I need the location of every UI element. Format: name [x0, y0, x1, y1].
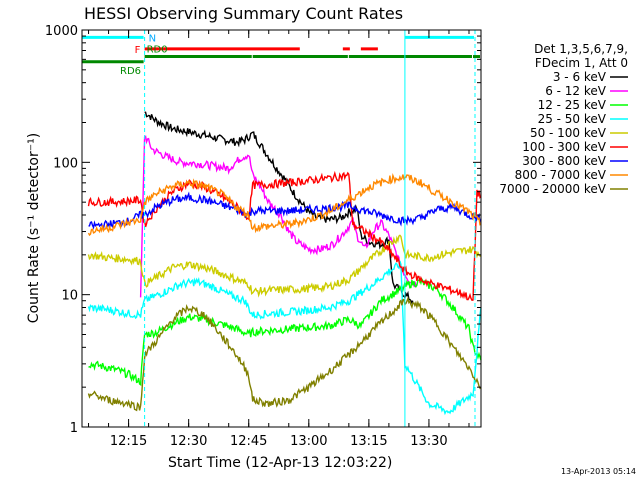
legend-label-2: 12 - 25 keV — [538, 98, 607, 112]
footer-date: 13-Apr-2013 05:14 — [561, 467, 636, 476]
legend-label-1: 6 - 12 keV — [545, 84, 607, 98]
legend-label-3: 25 - 50 keV — [538, 112, 607, 126]
series-line-8 — [87, 296, 482, 412]
legend: Det 1,3,5,6,7,9, FDecim 1, Att 0 3 - 6 k… — [499, 42, 628, 196]
x-axis-ticks: 12:15 12:30 12:45 13:00 13:15 13:30 — [88, 30, 470, 449]
x-tick-label-4: 13:15 — [350, 434, 387, 449]
legend-label-6: 300 - 800 keV — [522, 154, 606, 168]
plot-frame — [81, 29, 482, 428]
y-tick-label-2: 100 — [53, 156, 78, 171]
flag-label-rd0: RD0 — [147, 45, 168, 56]
legend-header-line-2: FDecim 1, Att 0 — [535, 56, 628, 70]
x-tick-label-5: 13:30 — [410, 434, 447, 449]
x-tick-label-2: 12:45 — [230, 434, 267, 449]
legend-header-line-1: Det 1,3,5,6,7,9, — [534, 42, 628, 56]
x-axis-label: Start Time (12-Apr-13 12:03:22) — [168, 455, 392, 471]
legend-label-7: 800 - 7000 keV — [515, 168, 607, 182]
y-axis-ticks: 1 10 100 1000 — [45, 24, 481, 436]
legend-label-4: 50 - 100 keV — [530, 126, 607, 140]
x-tick-label-1: 12:30 — [170, 434, 207, 449]
series-line-6 — [88, 191, 482, 230]
night-boundary-lines — [144, 30, 476, 427]
flag-label-night: N — [149, 33, 156, 44]
flag-label-rd6: RD6 — [120, 66, 141, 77]
x-tick-label-3: 13:00 — [290, 434, 327, 449]
legend-label-8: 7000 - 20000 keV — [499, 182, 606, 196]
y-axis-label: Count Rate (s⁻¹ detector⁻¹) — [26, 133, 42, 323]
series-line-2 — [88, 277, 482, 386]
data-series — [87, 111, 482, 416]
x-tick-label-0: 12:15 — [110, 434, 147, 449]
series-line-7 — [87, 173, 482, 237]
y-tick-label-3: 1000 — [45, 24, 78, 39]
status-flag-labels: N F RD0 RD6 — [120, 33, 168, 76]
status-flag-bars — [82, 35, 480, 64]
series-line-3 — [87, 260, 482, 416]
legend-label-5: 100 - 300 keV — [522, 140, 606, 154]
legend-label-0: 3 - 6 keV — [553, 70, 607, 84]
flag-label-flare: F — [135, 45, 141, 56]
series-line-4 — [87, 234, 482, 298]
chart-title: HESSI Observing Summary Count Rates — [84, 4, 403, 23]
y-tick-label-0: 1 — [70, 421, 78, 436]
y-tick-label-1: 10 — [61, 289, 78, 304]
night-band-1 — [404, 30, 475, 427]
